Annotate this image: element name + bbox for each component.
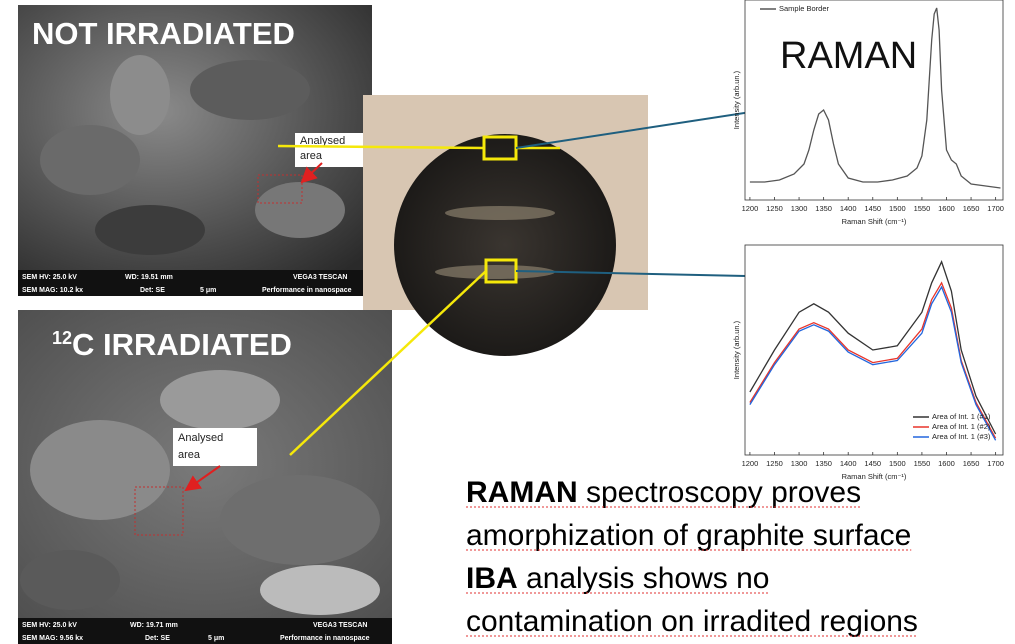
x-tick-label: 1700 [987,459,1004,468]
x-tick-label: 1500 [889,204,906,213]
legend-label: Area of Int. 1 (#2) [932,422,991,431]
footer-text: VEGA3 TESCAN [313,622,367,629]
x-tick-label: 1300 [791,459,808,468]
summary-text: RAMAN spectroscopy proves amorphization o… [466,476,918,638]
raman-chart: 1200 1250 1300 1350 1400 1450 1500 1550 1600 1650… [732,245,1004,481]
x-tick-label: 1450 [864,204,881,213]
y-axis-label: Intensity (arb.un.) [732,320,741,379]
x-tick-label: 1600 [938,459,955,468]
x-tick-label: 1400 [840,204,857,213]
footer-text: 5 μm [200,287,216,294]
annotation: area [300,150,323,162]
x-tick-label: 1350 [815,459,832,468]
legend-label: Area of Int. 1 (#1) [932,412,991,421]
footer-text: Performance in nanospace [262,287,352,294]
footer-text: SEM MAG: 10.2 kx [22,287,83,294]
footer-text: WD: 19.51 mm [125,274,173,281]
x-tick-label: 1450 [864,459,881,468]
x-tick-label: 1700 [987,204,1004,213]
superscript: 12 [52,328,72,348]
summary-line: IBA analysis shows no [466,562,769,595]
plain-text: analysis shows no [518,562,770,595]
x-tick-label: 1200 [742,204,759,213]
plain-text: spectroscopy proves [578,476,861,509]
legend-label: Area of Int. 1 (#3) [932,432,991,441]
footer-text: VEGA3 TESCAN [293,274,347,281]
raman-chart: 1200 1250 1300 1350 1400 1450 1500 1550 1600 1650… [732,0,1004,226]
plot-frame [745,0,1003,200]
x-tick-label: 1650 [963,459,980,468]
footer-text: Det: SE [145,635,170,642]
summary-line: amorphization of graphite surface [466,519,911,552]
footer-text: SEM MAG: 9.56 kx [22,635,83,642]
x-tick-label: 1350 [815,204,832,213]
annotation: Analysed [178,432,223,444]
summary-line: contamination on irradited regions [466,605,918,638]
x-tick-label: 1400 [840,459,857,468]
raman-title: RAMAN [780,35,917,77]
x-tick-label: 1650 [963,204,980,213]
panel-title: 12C IRRADIATED [52,327,292,362]
summary-line: RAMAN spectroscopy proves [466,476,861,509]
x-tick-label: 1550 [914,459,931,468]
annotation: area [178,449,201,461]
legend-label: Sample Border [779,4,830,13]
plain-text: amorphization of graphite surface [466,519,911,552]
bold-text: RAMAN [466,476,578,509]
x-tick-label: 1550 [914,204,931,213]
y-axis-label: Intensity (arb.un.) [732,70,741,129]
footer-text: Det: SE [140,287,165,294]
footer-text: SEM HV: 25.0 kV [22,274,77,281]
bold-text: IBA [466,562,518,595]
slide: NOT IRRADIATED Analysed area SEM HV: 25.… [0,0,1015,644]
x-tick-label: 1600 [938,204,955,213]
footer-text: Performance in nanospace [280,635,370,642]
x-tick-label: 1250 [766,459,783,468]
panel-title: NOT IRRADIATED [32,16,295,51]
footer-text: 5 μm [208,635,224,642]
footer-text: WD: 19.71 mm [130,622,178,629]
x-axis-label: Raman Shift (cm⁻¹) [842,217,907,226]
footer-text: SEM HV: 25.0 kV [22,622,77,629]
x-tick-label: 1500 [889,459,906,468]
x-tick-label: 1300 [791,204,808,213]
title-text: C IRRADIATED [72,327,292,362]
x-tick-label: 1250 [766,204,783,213]
plain-text: contamination on irradited regions [466,605,918,638]
x-tick-label: 1200 [742,459,759,468]
